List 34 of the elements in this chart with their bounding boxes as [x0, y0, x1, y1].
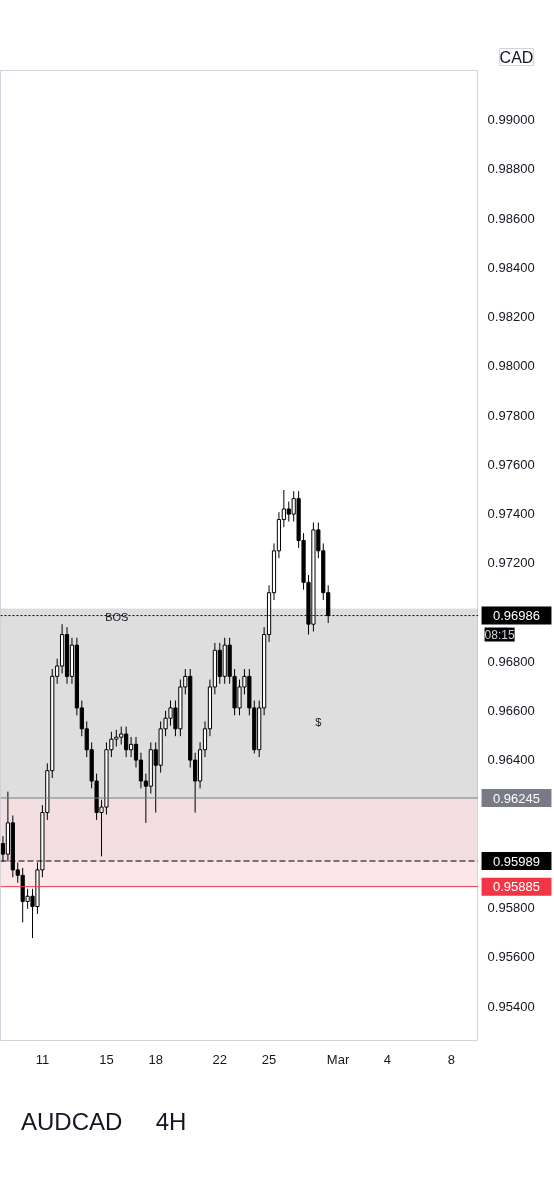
- x-tick-label: 22: [212, 1051, 228, 1067]
- x-tick-label: 11: [35, 1051, 50, 1067]
- y-tick-label: 0.99000: [487, 112, 535, 128]
- text: CAD: [499, 48, 534, 66]
- y-tick-label: 0.95600: [487, 949, 535, 965]
- x-tick-label: 25: [261, 1051, 277, 1067]
- y-tick-label: 0.95800: [487, 900, 535, 916]
- y-tick-label: 0.96400: [487, 752, 535, 768]
- y-tick-label: 0.98000: [487, 358, 535, 374]
- y-tick-label: 0.97800: [487, 407, 535, 423]
- ref-line-label: 0.96245: [493, 790, 540, 806]
- y-tick-label: 0.98400: [487, 259, 535, 275]
- y-tick-label: 0.95400: [487, 998, 535, 1014]
- y-tick-label: 0.97400: [487, 506, 535, 522]
- ref-line-label: 0.96986: [493, 608, 540, 624]
- ref-line-label: 0.95989: [493, 853, 540, 869]
- x-tick-label: 4: [383, 1051, 391, 1067]
- y-tick-label: 0.96800: [487, 653, 535, 669]
- y-tick-label: 0.97600: [487, 456, 535, 472]
- y-tick-label: 0.97200: [487, 555, 535, 571]
- x-tick-label: Mar: [326, 1051, 350, 1067]
- chart-title: AUDCAD 4H: [21, 1108, 187, 1135]
- x-tick-label: 15: [99, 1051, 114, 1067]
- x-tick-label: 18: [148, 1051, 163, 1067]
- annotation: BOS: [105, 610, 129, 623]
- annotation: $: [315, 716, 322, 728]
- y-tick-label: 0.96600: [487, 703, 535, 719]
- candlestick: [128, 736, 134, 758]
- y-tick-label: 0.98200: [487, 309, 535, 325]
- x-tick-label: 8: [447, 1051, 456, 1067]
- y-tick-label: 0.98600: [487, 210, 535, 226]
- text: 08:15: [484, 627, 515, 642]
- ref-line-label: 0.95885: [493, 879, 540, 895]
- y-tick-label: 0.98800: [487, 161, 535, 177]
